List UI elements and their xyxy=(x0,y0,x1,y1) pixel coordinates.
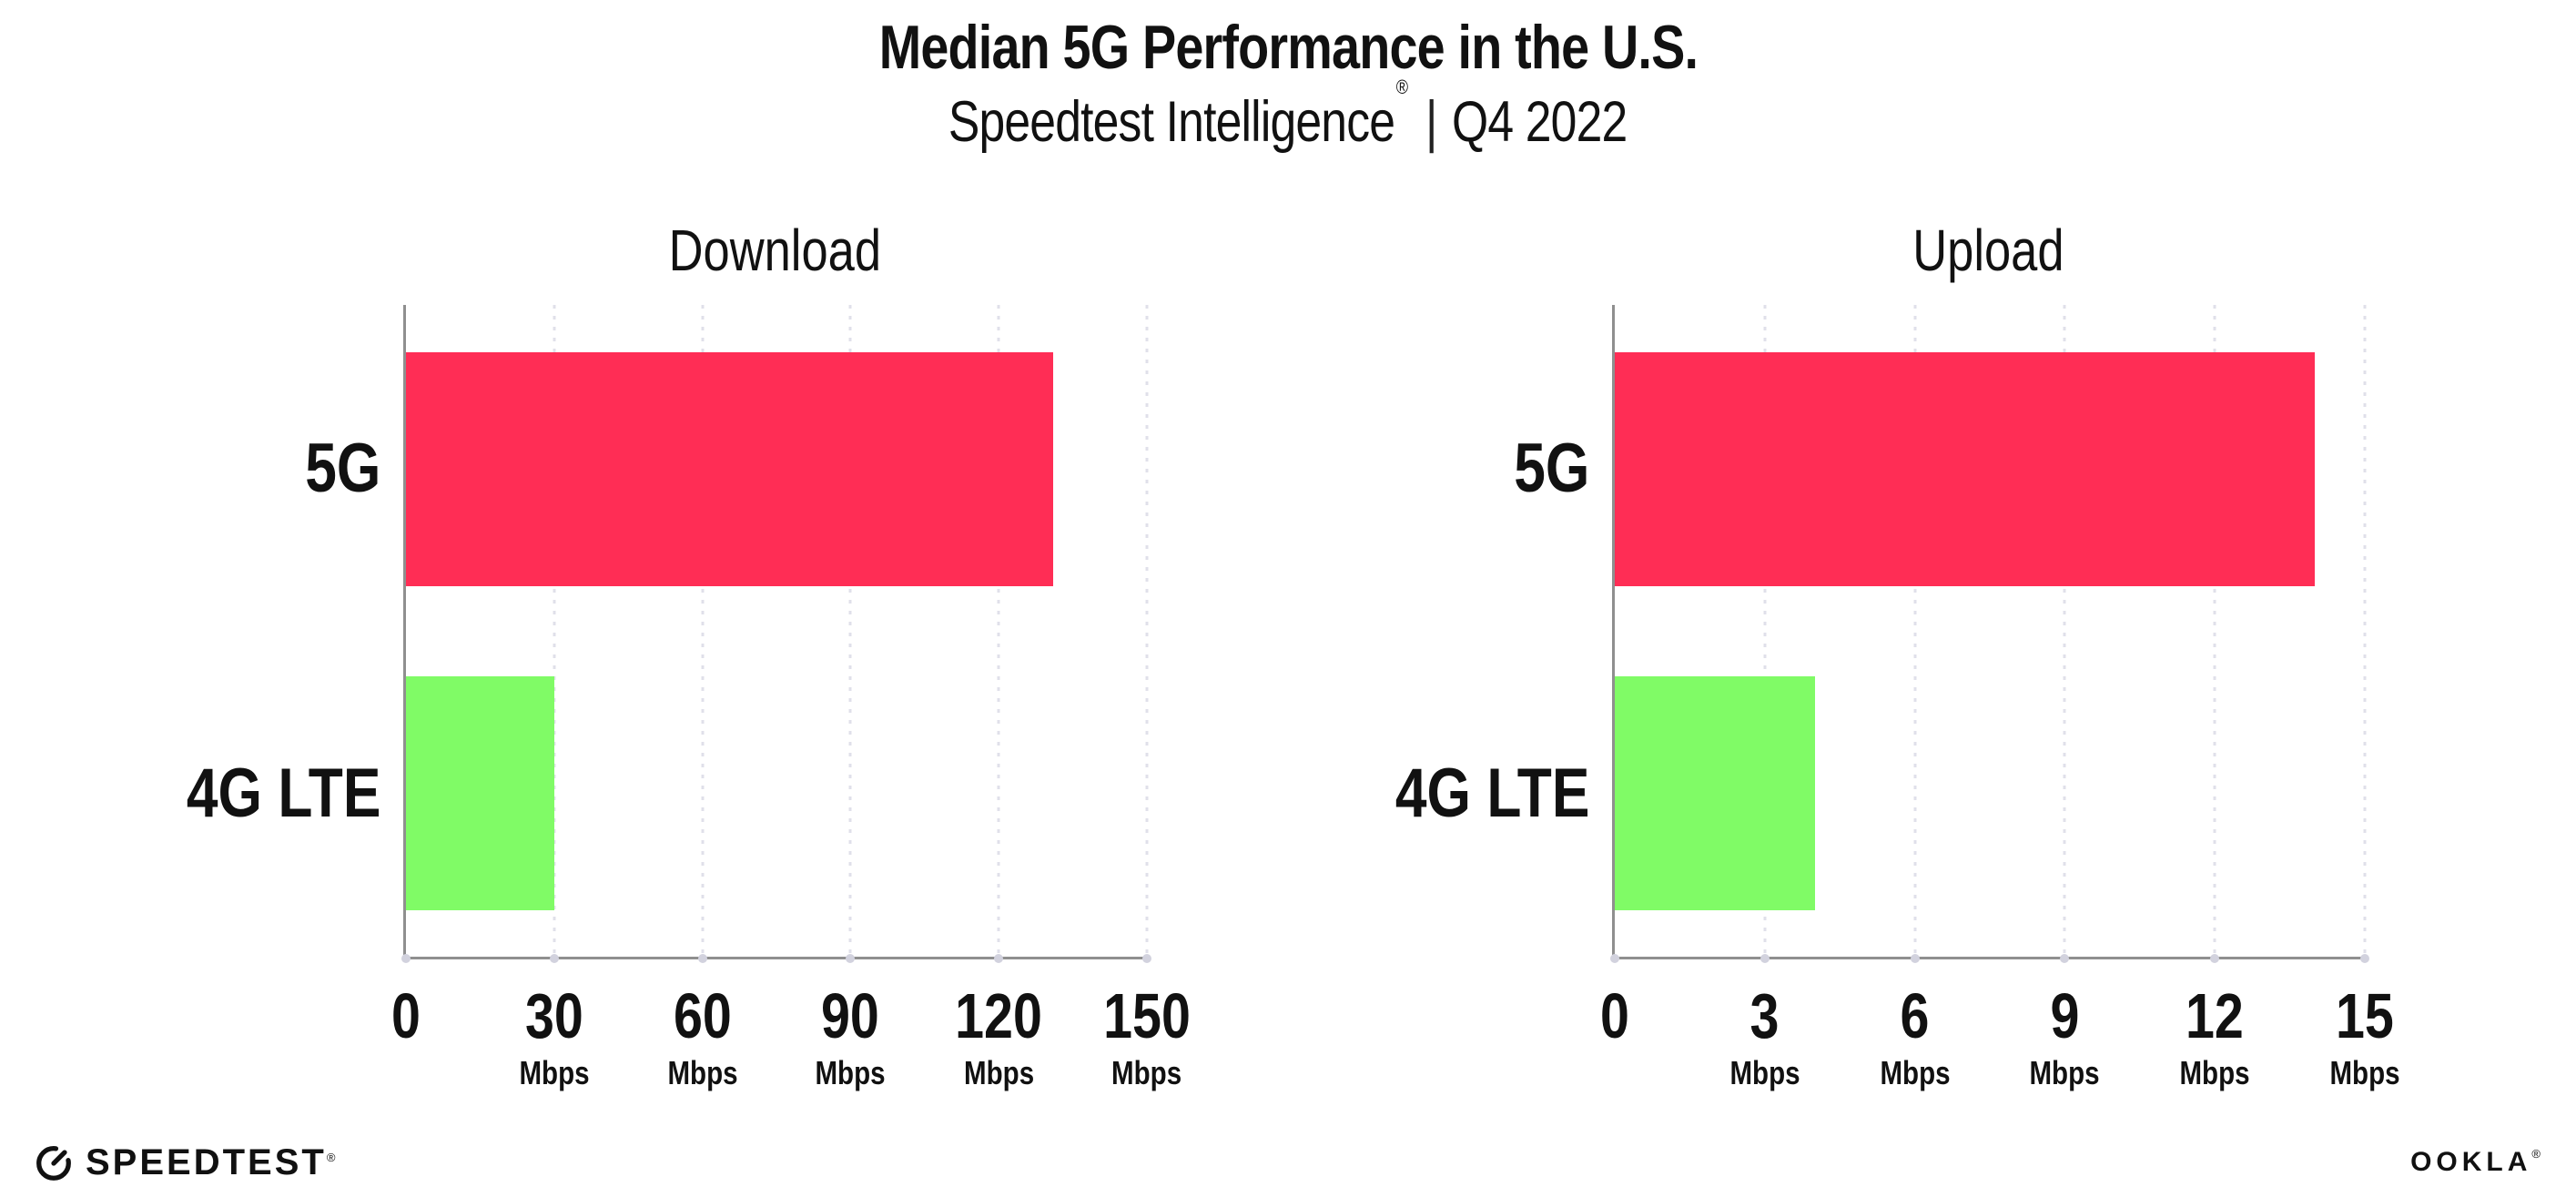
category-label-4g-lte: 4G LTE xyxy=(186,755,380,832)
category-label-5g: 5G xyxy=(1513,430,1589,508)
axis-tick-dot xyxy=(1142,954,1151,963)
speedtest-gauge-icon xyxy=(36,1146,71,1181)
x-tick-12: 12 Mbps xyxy=(2172,984,2257,1090)
x-tick-6: 6 Mbps xyxy=(1872,984,1958,1090)
x-tick-0: 0 xyxy=(389,984,424,1048)
gridline xyxy=(2063,305,2066,957)
page-title-text: Median 5G Performance in the U.S. xyxy=(878,13,1698,82)
subtitle-divider: | xyxy=(1425,90,1437,154)
tick-unit: Mbps xyxy=(667,1054,738,1091)
bar-5g xyxy=(1615,351,2316,586)
registered-mark: ® xyxy=(1396,76,1408,98)
upload-chart-title: Upload xyxy=(1912,218,2064,283)
tick-unit: Mbps xyxy=(963,1054,1034,1091)
gridline xyxy=(997,305,1000,957)
gridline xyxy=(2363,305,2367,957)
axis-tick-dot xyxy=(2360,954,2369,963)
tick-value: 60 xyxy=(673,980,732,1051)
tick-unit: Mbps xyxy=(815,1054,886,1091)
gridline xyxy=(1913,305,1917,957)
gridline xyxy=(1763,305,1767,957)
x-tick-150: 150 Mbps xyxy=(1094,984,1201,1090)
x-tick-60: 60 Mbps xyxy=(660,984,745,1090)
tick-unit: Mbps xyxy=(1880,1054,1951,1091)
x-tick-30: 30 Mbps xyxy=(512,984,597,1090)
category-label-5g: 5G xyxy=(304,430,380,508)
upload-chart: Upload 0 3 Mbps 6 Mbps 9 Mbps 12 Mbps 15 Mbps 5G 4G … xyxy=(1394,221,2400,1090)
ookla-wordmark: OOKLA xyxy=(2410,1147,2532,1177)
upload-plot-area: 0 3 Mbps 6 Mbps 9 Mbps 12 Mbps 15 Mbps 5G 4G LTE xyxy=(1394,305,2400,1090)
page-title: Median 5G Performance in the U.S. xyxy=(0,16,2576,78)
ookla-logo: OOKLA® xyxy=(2410,1147,2545,1177)
download-chart-title: Download xyxy=(668,218,882,283)
axis-tick-dot xyxy=(846,954,856,963)
gridline xyxy=(1145,305,1149,957)
tick-value: 9 xyxy=(2050,980,2080,1051)
gridline xyxy=(701,305,705,957)
gridline xyxy=(848,305,852,957)
subtitle-period: Q4 2022 xyxy=(1452,90,1628,154)
axis-tick-dot xyxy=(2210,954,2220,963)
tick-value: 90 xyxy=(821,980,880,1051)
speedtest-logo: SPEEDTEST® xyxy=(33,1141,338,1183)
tick-value: 0 xyxy=(391,980,421,1051)
axis-tick-dot xyxy=(1910,954,1920,963)
axis-tick-dot xyxy=(549,954,559,963)
subtitle-text: Speedtest Intelligence® | Q4 2022 xyxy=(948,76,1628,155)
page-subtitle: Speedtest Intelligence® | Q4 2022 xyxy=(0,76,2576,155)
x-tick-9: 9 Mbps xyxy=(2022,984,2107,1090)
gridline xyxy=(2213,305,2216,957)
tick-unit: Mbps xyxy=(2029,1054,2100,1091)
tick-value: 12 xyxy=(2186,980,2245,1051)
speedtest-registered-mark: ® xyxy=(326,1151,339,1164)
gridline xyxy=(553,305,556,957)
axis-tick-dot xyxy=(2060,954,2070,963)
axis-tick-dot xyxy=(1610,954,1619,963)
x-tick-120: 120 Mbps xyxy=(946,984,1052,1090)
tick-value: 150 xyxy=(1103,980,1191,1051)
bar-4g-lte xyxy=(406,676,554,911)
axis-tick-dot xyxy=(401,954,411,963)
download-plot-area: 0 30 Mbps 60 Mbps 90 Mbps 120 Mbps 150 Mbps 5G 4G LT… xyxy=(186,305,1191,1090)
tick-unit: Mbps xyxy=(2329,1054,2400,1091)
x-tick-15: 15 Mbps xyxy=(2322,984,2408,1090)
tick-unit: Mbps xyxy=(2179,1054,2250,1091)
tick-value: 3 xyxy=(1749,980,1780,1051)
tick-unit: Mbps xyxy=(519,1054,590,1091)
x-tick-90: 90 Mbps xyxy=(807,984,893,1090)
axis-tick-dot xyxy=(994,954,1004,963)
tick-value: 30 xyxy=(524,980,583,1051)
tick-value: 120 xyxy=(955,980,1043,1051)
axis-tick-dot xyxy=(697,954,707,963)
tick-value: 0 xyxy=(1600,980,1629,1051)
x-tick-0: 0 xyxy=(1597,984,1633,1048)
tick-value: 15 xyxy=(2336,980,2394,1051)
tick-unit: Mbps xyxy=(1111,1054,1182,1091)
tick-unit: Mbps xyxy=(1729,1054,1800,1091)
subtitle-brand: Speedtest Intelligence xyxy=(948,90,1395,154)
tick-value: 6 xyxy=(1900,980,1930,1051)
bar-5g xyxy=(406,351,1053,586)
ookla-registered-mark: ® xyxy=(2531,1147,2545,1161)
bar-4g-lte xyxy=(1615,676,1815,911)
x-tick-3: 3 Mbps xyxy=(1722,984,1808,1090)
axis-tick-dot xyxy=(1760,954,1770,963)
speedtest-wordmark: SPEEDTEST® xyxy=(86,1142,339,1182)
category-label-4g-lte: 4G LTE xyxy=(1394,755,1589,832)
download-chart: Download 0 30 Mbps 60 Mbps 90 Mbps 120 Mbps 150 Mb… xyxy=(186,221,1191,1090)
